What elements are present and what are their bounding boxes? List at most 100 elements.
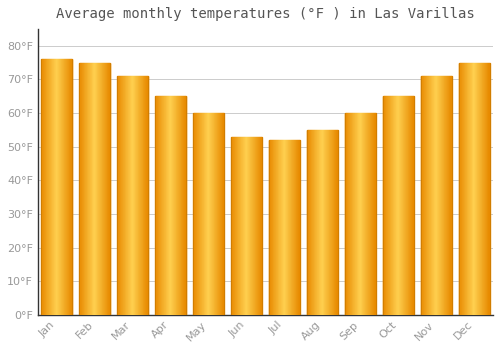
Bar (205, 113, 206, 315)
Bar (162, 96, 163, 315)
Bar (289, 140, 290, 315)
Bar (364, 113, 366, 315)
Bar (319, 130, 320, 315)
Bar (438, 76, 440, 315)
Bar (400, 96, 402, 315)
Bar (127, 76, 128, 315)
Bar (387, 96, 388, 315)
Bar (62, 59, 63, 315)
Bar (273, 140, 274, 315)
Bar (128, 76, 129, 315)
Bar (126, 76, 127, 315)
Bar (238, 136, 239, 315)
Bar (245, 136, 246, 315)
Bar (136, 76, 137, 315)
Bar (257, 136, 258, 315)
Bar (172, 96, 173, 315)
Bar (466, 63, 467, 315)
Bar (175, 96, 176, 315)
Bar (436, 76, 437, 315)
Bar (375, 113, 376, 315)
Bar (487, 63, 488, 315)
Bar (102, 63, 103, 315)
Bar (130, 76, 131, 315)
Bar (433, 76, 434, 315)
Bar (88, 63, 89, 315)
Bar (174, 96, 175, 315)
Bar (221, 113, 222, 315)
Bar (448, 76, 449, 315)
Bar (274, 140, 275, 315)
Bar (478, 63, 479, 315)
Bar (218, 113, 219, 315)
Bar (163, 96, 164, 315)
Bar (336, 130, 338, 315)
Bar (428, 76, 430, 315)
Bar (244, 136, 245, 315)
Bar (322, 130, 323, 315)
Bar (222, 113, 223, 315)
Bar (94, 63, 96, 315)
Bar (347, 113, 348, 315)
Bar (135, 76, 136, 315)
Bar (442, 76, 443, 315)
Bar (240, 136, 241, 315)
Bar (232, 136, 233, 315)
Bar (360, 113, 361, 315)
Bar (142, 76, 143, 315)
Bar (446, 76, 448, 315)
Bar (326, 130, 328, 315)
Bar (450, 76, 451, 315)
Bar (93, 63, 94, 315)
Bar (84, 63, 85, 315)
Bar (276, 140, 277, 315)
Bar (100, 63, 101, 315)
Bar (320, 130, 321, 315)
Bar (425, 76, 426, 315)
Bar (47, 59, 48, 315)
Bar (233, 136, 234, 315)
Bar (431, 76, 432, 315)
Bar (119, 76, 120, 315)
Bar (173, 96, 174, 315)
Bar (180, 96, 181, 315)
Bar (45, 59, 46, 315)
Bar (181, 96, 182, 315)
Bar (165, 96, 166, 315)
Bar (46, 59, 47, 315)
Bar (282, 140, 283, 315)
Bar (427, 76, 428, 315)
Title: Average monthly temperatures (°F ) in Las Varillas: Average monthly temperatures (°F ) in La… (56, 7, 475, 21)
Bar (287, 140, 288, 315)
Bar (473, 63, 474, 315)
Bar (219, 113, 220, 315)
Bar (332, 130, 333, 315)
Bar (254, 136, 255, 315)
Bar (469, 63, 470, 315)
Bar (393, 96, 394, 315)
Bar (201, 113, 202, 315)
Bar (405, 96, 406, 315)
Bar (471, 63, 472, 315)
Bar (208, 113, 209, 315)
Bar (307, 130, 308, 315)
Bar (315, 130, 316, 315)
Bar (335, 130, 336, 315)
Bar (480, 63, 481, 315)
Bar (280, 140, 281, 315)
Bar (412, 96, 413, 315)
Bar (250, 136, 251, 315)
Bar (344, 113, 346, 315)
Bar (312, 130, 313, 315)
Bar (64, 59, 65, 315)
Bar (486, 63, 487, 315)
Bar (386, 96, 387, 315)
Bar (92, 63, 93, 315)
Bar (298, 140, 300, 315)
Bar (275, 140, 276, 315)
Bar (87, 63, 88, 315)
Bar (464, 63, 465, 315)
Bar (255, 136, 256, 315)
Bar (333, 130, 334, 315)
Bar (53, 59, 54, 315)
